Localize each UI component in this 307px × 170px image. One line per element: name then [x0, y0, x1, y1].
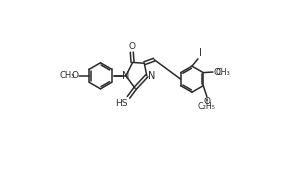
Text: CH₃: CH₃ — [216, 67, 230, 76]
Text: I: I — [199, 48, 201, 58]
Text: O: O — [128, 42, 135, 51]
Text: CH₃: CH₃ — [59, 71, 75, 80]
Text: O: O — [213, 67, 220, 76]
Text: N: N — [122, 71, 130, 81]
Text: N: N — [148, 71, 156, 81]
Text: O: O — [72, 71, 79, 80]
Text: C₂H₅: C₂H₅ — [198, 102, 216, 111]
Text: O: O — [203, 97, 210, 106]
Text: HS: HS — [115, 99, 127, 108]
